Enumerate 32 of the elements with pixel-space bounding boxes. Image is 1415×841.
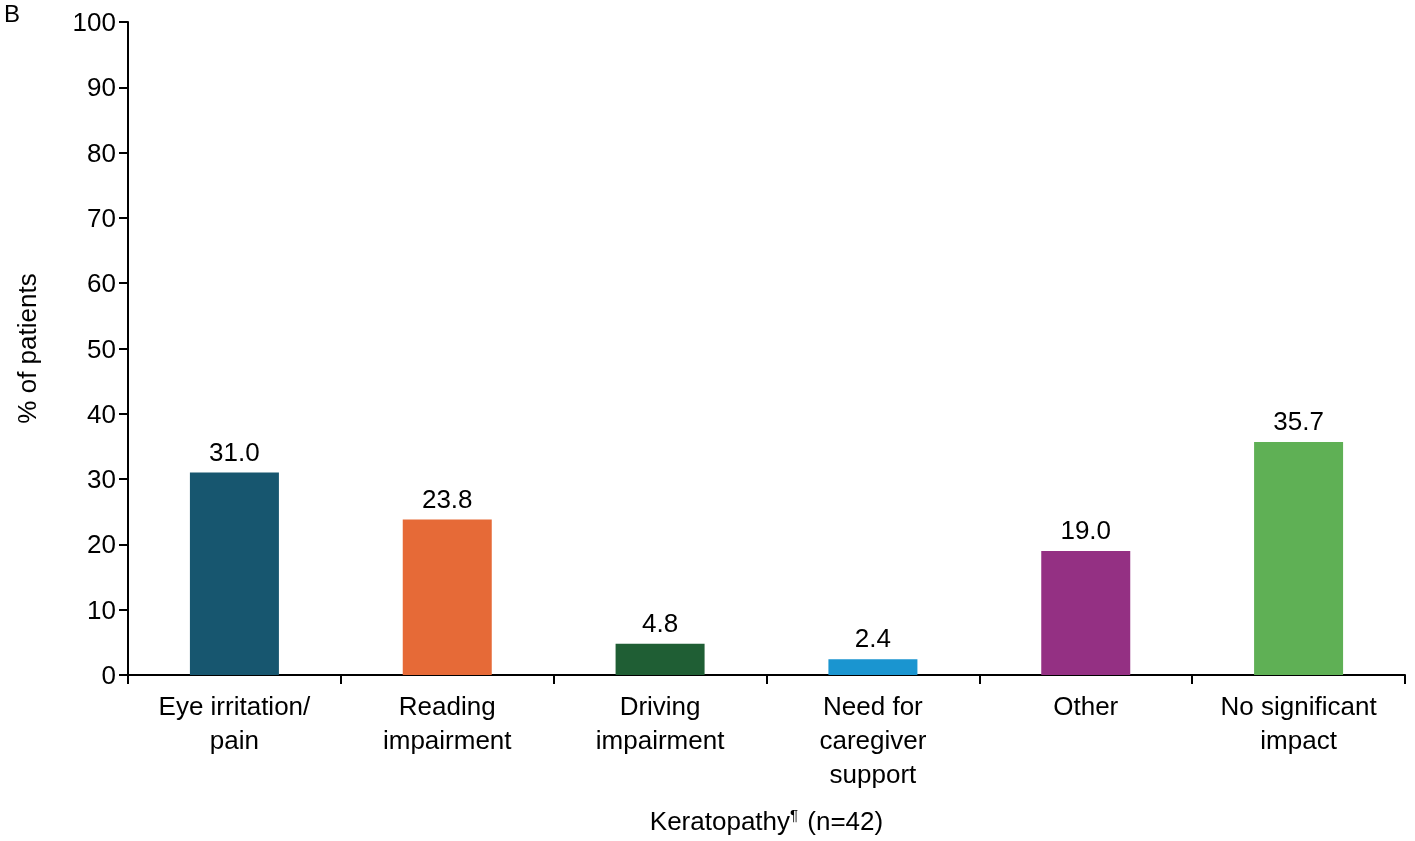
y-tick-label: 70 — [87, 202, 116, 233]
data-label: 35.7 — [1273, 405, 1324, 436]
bar — [189, 472, 279, 675]
x-tick-label: Other — [1053, 691, 1119, 721]
bar — [1254, 441, 1344, 675]
text: B — [4, 0, 21, 27]
y-tick-label: 40 — [87, 398, 116, 429]
x-tick-label: Driving impairment — [595, 691, 726, 755]
y-tick-label: 50 — [87, 333, 116, 364]
data-label: 2.4 — [854, 623, 891, 654]
y-tick-label: 20 — [87, 529, 116, 560]
x-axis-title: Keratopathy¶ (n=42) — [649, 805, 884, 836]
bar — [402, 519, 492, 675]
bar — [1041, 550, 1131, 675]
y-tick-label: 0 — [101, 660, 116, 690]
y-tick-label: 90 — [87, 72, 116, 103]
y-tick-label: 10 — [87, 594, 116, 625]
x-tick-label: Reading impairment — [382, 691, 513, 755]
y-tick-label: 60 — [87, 268, 116, 299]
y-axis-title: % of patients — [12, 273, 42, 424]
bar — [828, 659, 918, 675]
data-label: 23.8 — [421, 483, 473, 514]
y-tick-label: 100 — [72, 7, 116, 37]
data-label: 31.0 — [209, 436, 260, 467]
y-tick-label: 30 — [87, 464, 116, 495]
x-tick-label: Need for caregiver support — [819, 691, 927, 789]
bar — [615, 643, 705, 675]
data-label: 19.0 — [1060, 514, 1112, 545]
data-label: 4.8 — [642, 607, 679, 638]
x-tick-label: Eye irritation/ pain — [158, 691, 312, 755]
y-tick-label: 80 — [87, 137, 116, 168]
x-tick-label: No significant impact — [1220, 691, 1378, 755]
